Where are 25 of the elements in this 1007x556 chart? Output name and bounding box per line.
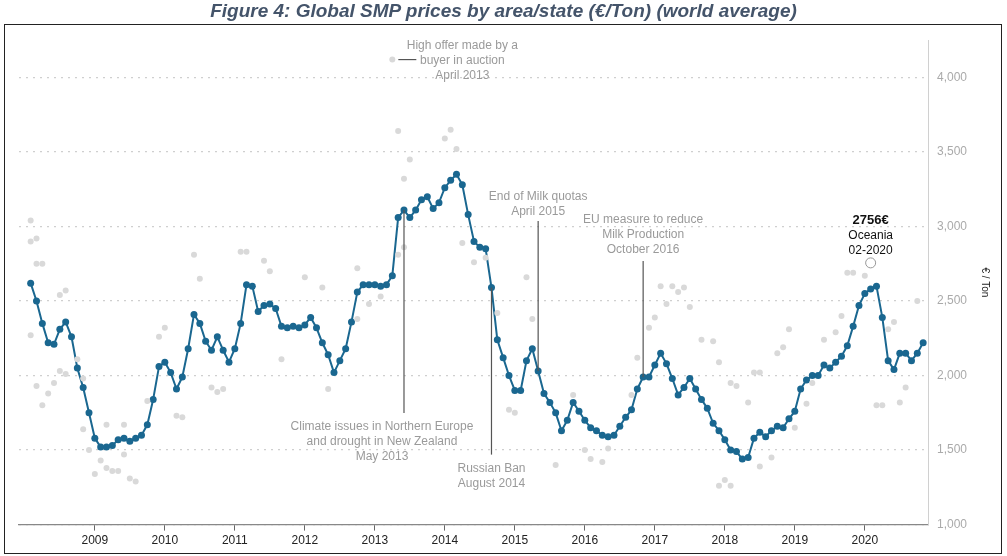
x-tick-label: 2017 — [641, 533, 669, 548]
x-tick-label: 2012 — [291, 533, 319, 548]
x-tick-label: 2016 — [571, 533, 599, 548]
x-tick-label: 2009 — [81, 533, 109, 548]
y-tick-label: 1,000 — [936, 516, 968, 531]
chart-title: Figure 4: Global SMP prices by area/state (€/Ton) (world average) — [209, 0, 798, 22]
y-tick-label: 1,500 — [936, 442, 968, 457]
y-tick-label: 2,500 — [936, 293, 968, 308]
annotation: 2756€ Oceania 02-2020 — [848, 212, 894, 258]
x-tick-label: 2020 — [851, 533, 879, 548]
y-tick-label: 3,000 — [936, 218, 968, 233]
annotation: Climate issues in Northern Europe and drought in New Zealand May 2013 — [290, 419, 474, 464]
y-tick-label: 2,000 — [936, 367, 968, 382]
annotation: High offer made by a buyer in auction April 2013 — [406, 37, 519, 82]
x-tick-label: 2013 — [361, 533, 389, 548]
y-tick-label: 4,000 — [936, 69, 968, 84]
x-tick-label: 2014 — [431, 533, 459, 548]
annotation: EU measure to reduce Milk Production October 2016 — [583, 212, 704, 257]
x-tick-label: 2010 — [151, 533, 179, 548]
x-tick-label: 2011 — [221, 533, 249, 548]
x-tick-label: 2015 — [501, 533, 529, 548]
y-axis-title: € / Ton — [980, 267, 992, 298]
y-tick-label: 3,500 — [936, 144, 968, 159]
x-tick-label: 2018 — [711, 533, 739, 548]
x-tick-label: 2019 — [781, 533, 809, 548]
